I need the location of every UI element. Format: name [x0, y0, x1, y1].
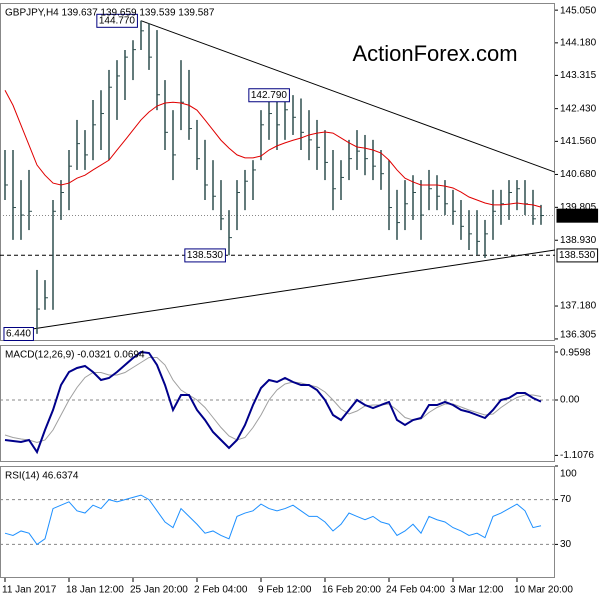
panel-title: MACD(12,26,9) -0.0321 0.0694: [5, 350, 145, 361]
y-tick-label: 140.680: [560, 169, 597, 180]
y-tick-label: 143.315: [560, 70, 597, 81]
y-tick-label: 136.305: [560, 330, 597, 341]
y-tick-label: 144.180: [560, 37, 597, 48]
indicator-line: [4, 494, 542, 546]
x-tick-label: 2 Feb 04:00: [194, 585, 248, 596]
panel-title: RSI(14) 46.6374: [5, 471, 79, 482]
x-tick-label: 18 Jan 12:00: [66, 585, 124, 596]
level-label: 139.587: [559, 210, 596, 221]
x-tick-label: 3 Mar 12:00: [450, 585, 504, 596]
level-label-box: [556, 208, 599, 223]
y-tick-label: 70: [560, 494, 572, 505]
price-annotation: 142.790: [251, 90, 288, 101]
panel-title: GBPJPY,H4 139.637 139.659 139.539 139.58…: [5, 8, 215, 19]
panel-frame: [0, 345, 555, 462]
y-tick-label: -1.1076: [560, 450, 594, 461]
trend-line: [4, 249, 556, 334]
x-tick-label: 16 Feb 20:00: [322, 585, 381, 596]
price-annotation: 144.770: [99, 15, 136, 26]
indicator-line: [4, 350, 542, 455]
annotation-box: [184, 248, 226, 263]
x-tick-label: 11 Jan 2017: [2, 585, 57, 596]
annotation-box: [3, 326, 34, 341]
x-tick-label: 10 Mar 20:00: [514, 585, 573, 596]
level-label: 138.530: [559, 250, 596, 261]
trend-line: [140, 20, 556, 173]
annotation-box: [96, 13, 138, 28]
y-tick-label: 138.930: [560, 235, 597, 246]
y-tick-label: 137.180: [560, 301, 597, 312]
x-tick-label: 24 Feb 04:00: [386, 585, 445, 596]
y-tick-label: 100: [560, 469, 577, 480]
x-tick-label: 25 Jan 20:00: [130, 585, 188, 596]
y-tick-label: 0.9598: [560, 348, 591, 359]
y-tick-label: 145.050: [560, 6, 597, 17]
moving-average: [4, 89, 542, 208]
annotation-box: [248, 88, 290, 103]
y-tick-label: 141.560: [560, 136, 597, 147]
y-tick-label: 30: [560, 539, 572, 550]
y-tick-label: 139.805: [560, 202, 597, 213]
x-tick-label: 9 Feb 12:00: [258, 585, 312, 596]
panel-frame: [0, 466, 555, 578]
level-label-box: [556, 248, 599, 263]
y-tick-label: 142.430: [560, 103, 597, 114]
watermark: ActionForex.com: [352, 41, 517, 66]
price-annotation: 138.530: [187, 250, 224, 261]
y-tick-label: 0.00: [560, 395, 580, 406]
price-annotation: 6.440: [6, 328, 31, 339]
